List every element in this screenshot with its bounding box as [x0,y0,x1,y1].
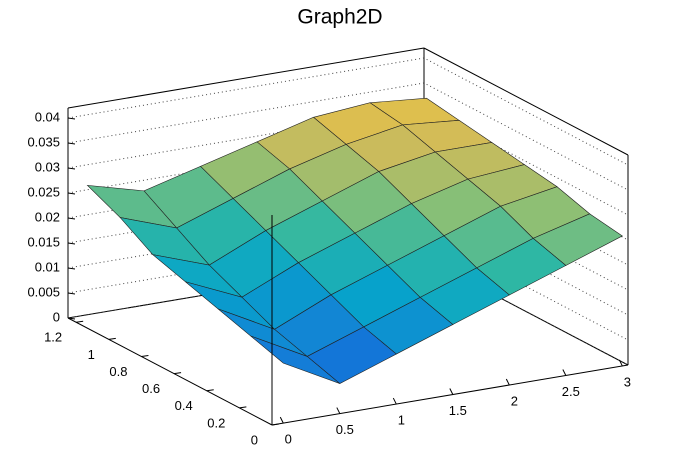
y-tick [174,372,182,375]
z-tick [67,167,76,170]
x-tick-label: 2 [511,393,518,408]
x-tick [279,416,284,424]
x-tick [562,369,567,376]
y-tick [239,406,247,409]
z-tick-label: 0.035 [27,134,60,149]
y-tick-label: 0.6 [142,381,160,396]
grid-line [67,107,629,216]
x-tick-label: 1.5 [449,403,467,418]
chart-title: Graph2D [297,6,382,29]
x-tick-label: 0 [285,432,292,447]
z-tick-label: 0.005 [27,284,60,299]
y-tick [271,423,280,426]
z-tick-label: 0 [53,309,60,324]
y-tick [76,320,84,323]
z-tick-label: 0.015 [27,234,60,249]
z-tick-label: 0.03 [35,159,60,174]
z-tick [67,242,76,245]
x-tick [392,397,397,405]
z-tick [67,142,76,145]
y-tick-label: 0.4 [175,398,193,413]
x-tick-label: 2.5 [562,384,580,399]
x-tick [449,388,454,395]
z-tick [67,192,76,195]
y-tick-label: 1 [88,347,95,362]
z-tick [67,117,76,120]
box-edge [423,47,629,156]
z-tick [67,267,76,270]
z-tick-label: 0.025 [27,184,60,199]
y-tick [108,337,116,340]
x-axis [271,364,629,426]
surface-cell [250,335,341,384]
grid-line [67,57,629,166]
y-tick-label: 0 [251,432,258,447]
x-tick [336,407,341,414]
x-tick-label: 0.5 [336,422,354,437]
grid-line [67,257,629,366]
box-edge [67,47,425,109]
x-tick [618,359,623,367]
y-tick [206,389,214,392]
z-tick [67,217,76,220]
y-tick-label: 1.2 [44,330,62,345]
x-tick-label: 1 [398,412,405,427]
z-tick [67,292,76,295]
z-tick-label: 0.02 [35,209,60,224]
z-tick-label: 0.01 [35,259,60,274]
y-axis [67,317,273,426]
grid-line [67,82,629,191]
x-tick [505,378,510,386]
y-tick-label: 0.2 [207,415,225,430]
y-tick-label: 0.8 [109,364,127,379]
z-tick-label: 0.04 [35,109,60,124]
x-tick-label: 3 [624,374,631,389]
y-tick [141,355,149,358]
